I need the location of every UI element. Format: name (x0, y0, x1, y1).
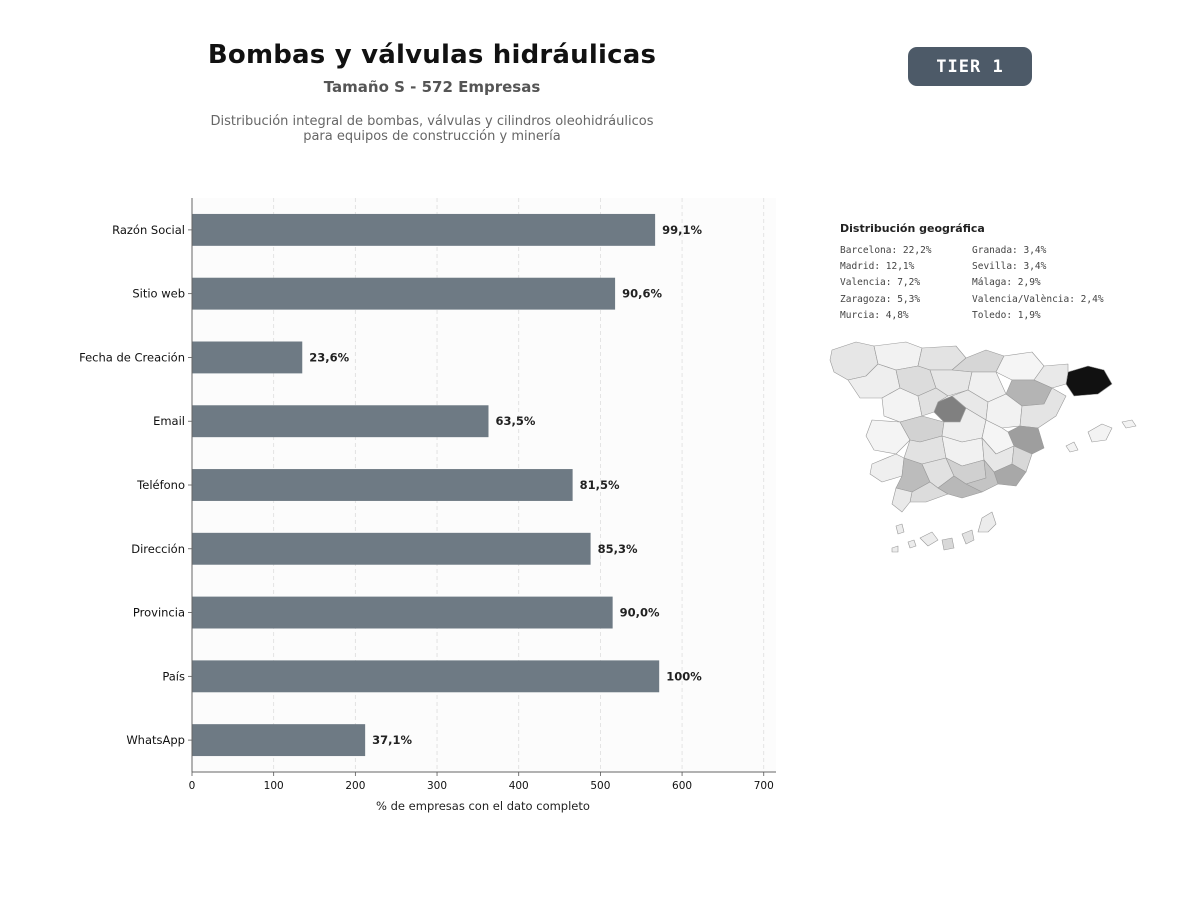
x-tick-label: 500 (590, 780, 610, 792)
bar (192, 532, 591, 565)
bar-value-label: 100% (666, 669, 702, 683)
bar-value-label: 99,1% (662, 223, 702, 237)
bar-value-label: 63,5% (495, 414, 535, 428)
geo-item: Zaragoza: 5,3% (840, 293, 921, 305)
geo-title: Distribución geográfica (840, 222, 985, 235)
bar (192, 341, 303, 374)
bar (192, 277, 616, 310)
bar-value-label: 90,0% (620, 606, 660, 620)
category-label: Sitio web (132, 287, 185, 301)
map-region (1121, 419, 1137, 429)
bar-value-label: 81,5% (580, 478, 620, 492)
geo-list: Barcelona: 22,2% Granada: 3,4% Madrid: 12,… (840, 243, 1122, 324)
geo-item: Málaga: 2,9% (972, 277, 1041, 289)
chart-bars: 99,1% 90,6% 23,6% 63,5% 81,5% 85,3% 90,0% 100% 3… (192, 213, 702, 757)
geo-item: Valencia: 7,2% (840, 277, 921, 289)
geo-item: Barcelona: 22,2% (840, 245, 932, 256)
x-tick-label: 0 (189, 780, 196, 792)
map-region (869, 453, 905, 483)
map-region (907, 539, 917, 549)
x-tick-label: 700 (754, 780, 774, 792)
bar-value-label: 37,1% (372, 733, 412, 747)
bar-chart: 99,1% 90,6% 23,6% 63,5% 81,5% 85,3% 90,0% 100% 3… (79, 198, 776, 813)
map-region (941, 537, 955, 551)
category-label: Provincia (133, 606, 185, 620)
geo-item: Madrid: 12,1% (840, 261, 915, 273)
bar-value-label: 85,3% (598, 542, 638, 556)
map-region (1087, 423, 1113, 443)
description-line-1: Distribución integral de bombas, válvula… (210, 114, 654, 129)
page-description: Distribución integral de bombas, válvula… (182, 114, 682, 144)
bar (192, 213, 656, 246)
map-region (919, 531, 939, 547)
x-axis-label: % de empresas con el dato completo (376, 799, 590, 813)
category-label: Razón Social (112, 223, 185, 237)
bar (192, 660, 660, 693)
map-region (1065, 441, 1079, 453)
map-region (891, 545, 899, 553)
map-region (891, 487, 913, 513)
geo-distribution: Distribución geográfica Barcelona: 22,2%… (840, 222, 1122, 324)
x-tick-label: 200 (345, 780, 365, 792)
bar-value-label: 23,6% (309, 350, 349, 364)
map-region (977, 511, 997, 533)
bar (192, 405, 489, 438)
page-subtitle: Tamaño S - 572 Empresas (323, 78, 541, 96)
map-region (895, 523, 905, 535)
x-tick-label: 300 (427, 780, 447, 792)
x-tick-label: 100 (264, 780, 284, 792)
geo-item: Granada: 3,4% (972, 245, 1047, 256)
bar (192, 596, 613, 629)
header: Bombas y válvulas hidráulicas Tamaño S -… (182, 40, 682, 144)
bar-value-label: 90,6% (622, 287, 662, 301)
map-region (937, 475, 983, 499)
bar (192, 469, 573, 501)
chart-axes: Razón Social Sitio web Fecha de Creación Em… (79, 198, 776, 792)
category-label: Fecha de Creación (79, 350, 185, 364)
geo-item: Toledo: 1,9% (972, 309, 1041, 321)
category-label: Dirección (131, 542, 185, 556)
geo-item: Valencia/València: 2,4% (972, 293, 1104, 305)
category-label: Teléfono (136, 478, 185, 492)
geo-item: Sevilla: 3,4% (972, 261, 1047, 273)
bar (192, 724, 366, 757)
tier-badge: TIER 1 (908, 47, 1032, 86)
category-label: Email (153, 414, 185, 428)
description-line-2: para equipos de construcción y minería (303, 129, 561, 144)
x-tick-label: 400 (509, 780, 529, 792)
category-label: WhatsApp (126, 733, 185, 747)
spain-map (829, 341, 1137, 553)
map-region (1065, 365, 1113, 397)
map-region (961, 529, 975, 545)
page-title: Bombas y válvulas hidráulicas (207, 40, 657, 70)
category-label: País (162, 669, 185, 683)
x-tick-label: 600 (672, 780, 692, 792)
geo-item: Murcia: 4,8% (840, 309, 909, 321)
